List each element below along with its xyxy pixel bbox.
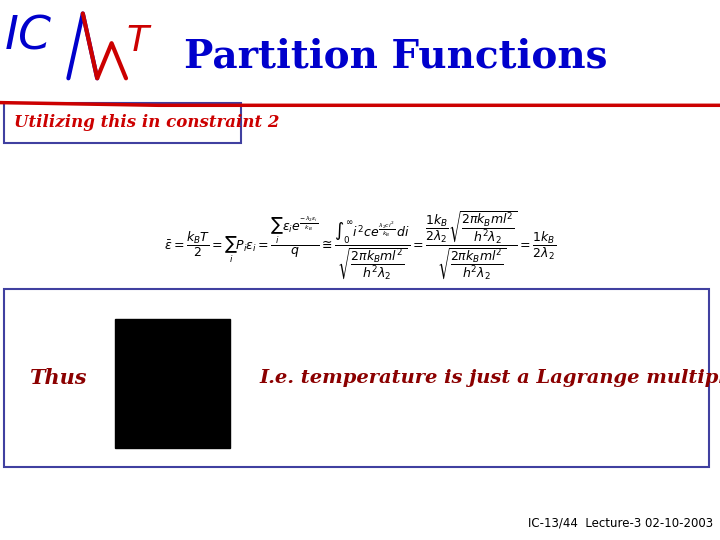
Text: $\mathit{IC}$: $\mathit{IC}$ bbox=[4, 14, 53, 58]
Text: IC-13/44  Lecture-3 02-10-2003: IC-13/44 Lecture-3 02-10-2003 bbox=[528, 516, 713, 529]
Text: Utilizing this in constraint 2: Utilizing this in constraint 2 bbox=[14, 114, 280, 131]
FancyBboxPatch shape bbox=[4, 289, 709, 467]
Text: $T$: $T$ bbox=[126, 24, 153, 58]
Text: Thus: Thus bbox=[29, 368, 86, 388]
FancyBboxPatch shape bbox=[4, 103, 241, 143]
FancyBboxPatch shape bbox=[115, 319, 230, 448]
Text: $\bar{\varepsilon} = \dfrac{k_B T}{2} = \sum_i P_i \varepsilon_i = \dfrac{\sum_i: $\bar{\varepsilon} = \dfrac{k_B T}{2} = … bbox=[164, 210, 556, 282]
Text: Partition Functions: Partition Functions bbox=[184, 38, 608, 76]
Text: I.e. temperature is just a Lagrange multiplyer: I.e. temperature is just a Lagrange mult… bbox=[259, 369, 720, 387]
